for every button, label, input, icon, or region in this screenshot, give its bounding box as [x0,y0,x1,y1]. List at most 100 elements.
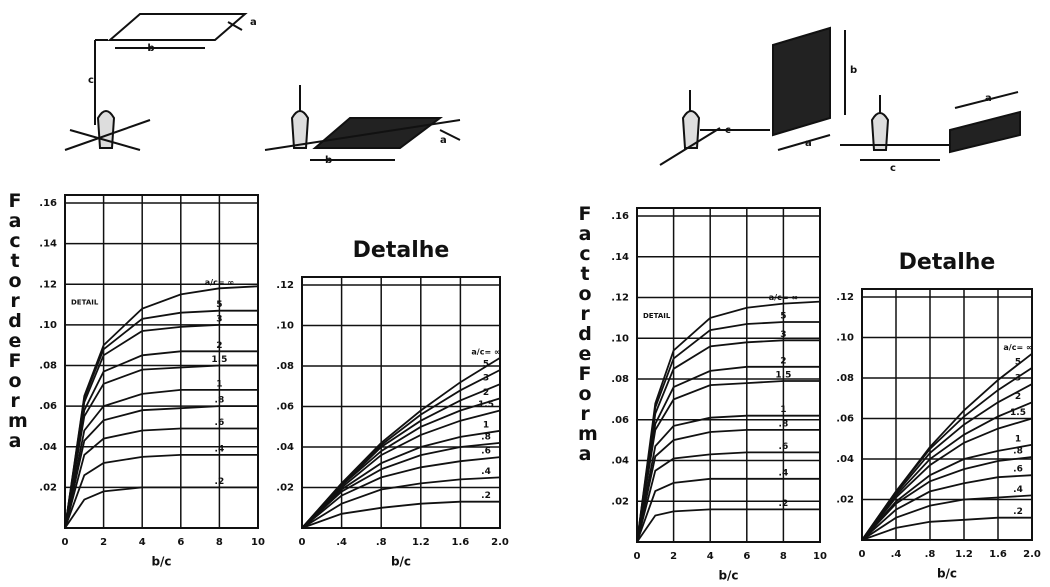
curve [302,502,500,528]
curve-label: .6 [215,418,225,428]
curve-label: a/c= ∞ [205,278,234,287]
curve-label: 1 [216,379,222,389]
chart-title: Detalhe [353,238,450,263]
curve-label: a/c= ∞ [471,347,500,356]
curve-label: 2 [483,388,489,398]
curve-label: .4 [215,444,225,454]
y-tick-label: .08 [836,373,854,384]
curve [637,452,820,542]
curve-label: .4 [481,467,491,477]
y-tick-label: .06 [39,401,57,412]
curve-label: 2 [1015,392,1021,402]
x-tick-label: 2 [670,551,677,562]
curve-label: 2 [780,356,786,366]
plot-frame [65,195,258,528]
y-tick-label: .02 [39,482,57,493]
curve [65,455,258,528]
x-tick-label: .8 [376,537,387,548]
curve-label: 5 [780,311,786,321]
curve-label: 3 [1015,374,1021,384]
y-tick-label: .06 [611,415,629,426]
curve-label: 1.5 [211,355,227,365]
x-tick-label: 0 [859,549,866,560]
y-tick-label: .02 [611,496,629,507]
x-tick-label: 6 [743,551,750,562]
curve-label: a/c= ∞ [769,293,798,302]
curve-label: 2 [216,341,222,351]
curve-label: .2 [215,477,225,487]
x-tick-label: 10 [813,551,827,562]
dimension-label: a [985,93,992,104]
x-tick-label: 1.6 [452,537,470,548]
x-tick-label: 2.0 [1023,549,1041,560]
curve-label: .8 [1013,446,1023,456]
dimension-label: b [147,43,154,54]
dimension-label: a [250,17,257,28]
y-tick-label: .14 [611,252,629,263]
curve-label: .6 [481,447,491,457]
y-tick-label: .02 [836,495,854,506]
y-tick-label: .08 [276,361,294,372]
curve [65,487,258,528]
curve-label: .8 [481,432,491,442]
dimension-label: c [725,125,731,136]
x-tick-label: 8 [780,551,787,562]
curve-label: 1 [780,405,786,415]
curve-label: .8 [779,419,789,429]
curve-label: 1.5 [775,371,791,381]
annotation: DETAIL [643,312,671,320]
x-tick-label: 6 [177,537,184,548]
curve [637,509,820,542]
dimension-label: b [850,65,857,76]
x-tick-label: 0 [299,537,306,548]
curve-label: 5 [216,300,222,310]
curve-label: 5 [483,360,489,370]
illustration-wall [660,28,845,165]
illustration-side-wall [840,92,1020,160]
y-tick-label: .12 [39,279,57,290]
curve-label: .6 [779,442,789,452]
y-tick-label: .10 [836,333,854,344]
y-tick-label: .10 [611,333,629,344]
x-axis-label: b/c [937,567,957,581]
y-tick-label: .10 [39,320,57,331]
curve [862,402,1032,540]
x-tick-label: 10 [251,537,265,548]
curve-label: .2 [481,491,491,501]
x-tick-label: 0 [634,551,641,562]
dimension-label: a [440,135,447,146]
curve [862,457,1032,540]
curve [637,479,820,542]
annotation: DETAIL [71,299,99,307]
y-tick-label: .04 [276,442,294,453]
page: b a c b a c b a c a .02.04.06.08.10.12.1… [0,0,1050,587]
y-axis-label: Factor de Forma [578,204,592,464]
curve-label: .2 [1013,507,1023,517]
x-tick-label: 4 [707,551,714,562]
x-axis-label: b/c [151,555,171,569]
y-tick-label: .02 [276,483,294,494]
x-axis-label: b/c [391,555,411,569]
y-tick-label: .16 [39,198,57,209]
x-tick-label: 1.2 [955,549,973,560]
curve [65,390,258,528]
curve [65,429,258,529]
chart-title: Detalhe [899,250,996,275]
figure: b a c b a c b a c a .02.04.06.08.10.12.1… [0,0,1050,587]
y-tick-label: .12 [836,292,854,303]
curve-label: .4 [1013,485,1023,495]
dimension-label: c [88,75,94,86]
curve [65,406,258,528]
curve-label: .8 [215,396,225,406]
y-tick-label: .04 [39,442,57,453]
x-tick-label: 0 [62,537,69,548]
x-tick-label: .4 [891,549,902,560]
dimension-label: a [805,138,812,149]
x-tick-label: .4 [336,537,347,548]
y-tick-label: .16 [611,211,629,222]
curve-label: 3 [483,374,489,384]
y-tick-label: .14 [39,239,57,250]
y-tick-label: .10 [276,321,294,332]
curve-label: .6 [1013,465,1023,475]
x-tick-label: 1.6 [989,549,1007,560]
